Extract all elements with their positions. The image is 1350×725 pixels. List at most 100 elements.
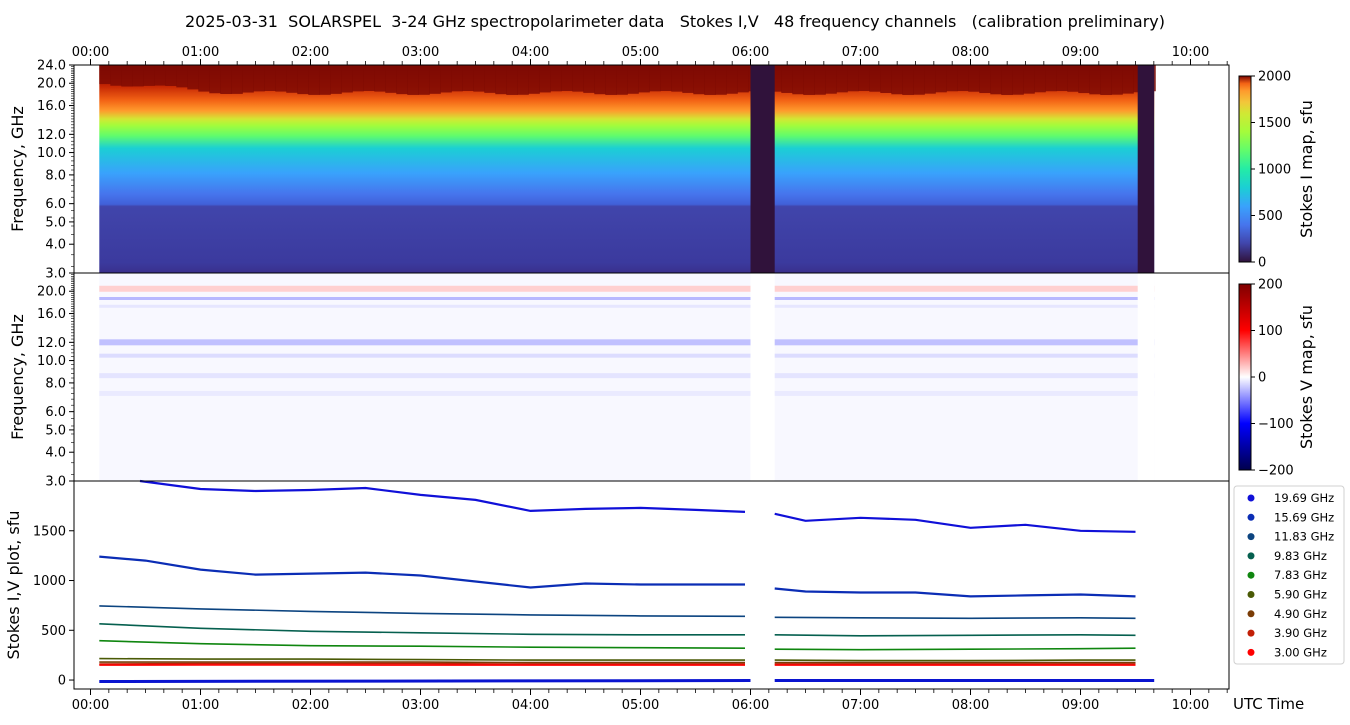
stokes-i-ylabel: Frequency, GHz [8,106,27,232]
stokes-i-hf-strip [913,65,925,95]
stokes-i-hf-strip [319,65,331,95]
stokes-i-hf-strip [726,65,738,94]
legend-marker [1247,629,1255,637]
top-tick-label: 10:00 [1172,45,1209,60]
stokes-i-hf-strip [374,65,386,92]
stokes-i-panel: 24.0 20.0 16.0 12.0 10.0 8.0 6.0 5.0 4.0 3.0 00:0… [8,45,1316,282]
colorbar-tick-label: 0 [1258,371,1266,386]
series-line [99,662,745,665]
stokes-i-hf-strip [154,65,166,86]
legend-label: 9.83 GHz [1274,549,1327,563]
stokes-i-hf-strip [836,65,848,93]
stokes-i-hf-strip [847,65,859,92]
stokes-i-hf-strip [451,65,463,92]
stokes-i-spectrum-band [99,65,1155,273]
stokes-i-hf-strip [935,65,947,93]
stokes-i-hf-strip [627,65,639,94]
stokes-i-hf-strip [682,65,694,93]
stokes-i-hf-strip [121,65,133,87]
series-line [774,647,1136,651]
top-tick-label: 04:00 [512,45,549,60]
y-tick-label: 0 [58,674,66,689]
top-tick-label: 05:00 [622,45,659,60]
y-tick-label: 12.0 [37,128,66,143]
colorbar-tick-label: −200 [1258,464,1294,479]
stokes-i-hf-strip [891,65,903,95]
bottom-tick-label: 02:00 [292,698,329,713]
stokes-iv-series [99,479,1155,684]
stokes-i-hf-strip [737,65,749,93]
stokes-i-hf-strip [1045,65,1057,92]
stokes-i-y-ticks: 24.0 20.0 16.0 12.0 10.0 8.0 6.0 5.0 4.0 3.0 [37,59,74,282]
stokes-i-hf-strip [407,65,419,95]
stokes-i-hf-strip [363,65,375,92]
stokes-i-hf-strip [110,65,122,86]
y-tick-label: 8.0 [45,376,66,391]
stokes-i-hf-strip [209,65,221,94]
stokes-i-hf-strip [1023,65,1035,94]
stokes-i-hf-strip [660,65,672,92]
stokes-i-hf-strip [242,65,254,93]
stokes-i-data-gap [750,65,775,273]
stokes-v-data-gap [750,273,775,481]
stokes-v-band [99,353,1155,358]
series-line [774,587,1136,598]
bottom-tick-label: 07:00 [842,698,879,713]
series-line [774,616,1136,620]
stokes-i-hf-strip [1056,65,1068,92]
y-tick-label: 20.0 [37,77,66,92]
bottom-tick-label: 08:00 [952,698,989,713]
stokes-i-hf-strip [715,65,727,95]
stokes-i-hf-strip [880,65,892,93]
colorbar-tick-label: −100 [1258,417,1294,432]
series-line [774,512,1136,533]
bottom-tick-label: 06:00 [732,698,769,713]
stokes-i-hf-strip [594,65,606,95]
stokes-v-colorbar-ticks: 200 100 0 −100 −200 [1251,278,1294,479]
stokes-i-hf-strip [1122,65,1134,94]
stokes-i-colorbar-label: Stokes I map, sfu [1297,100,1316,238]
stokes-v-heatmap [99,273,1155,481]
figure-title: 2025-03-31 SOLARSPEL 3-24 GHz spectropol… [185,12,1165,31]
stokes-i-hf-strip [902,65,914,95]
legend-marker [1247,494,1255,502]
stokes-i-hf-strip [671,65,683,92]
legend-label: 11.83 GHz [1274,530,1334,544]
stokes-i-hf-strip [297,65,309,95]
y-tick-label: 20.0 [37,285,66,300]
legend-marker [1247,648,1255,656]
y-tick-label: 24.0 [37,59,66,74]
stokes-i-hf-strip [814,65,826,95]
legend-marker [1247,571,1255,579]
stokes-i-hf-strip [792,65,804,95]
stokes-i-hf-strip [528,65,540,94]
colorbar-tick-label: 0 [1258,256,1266,271]
top-tick-label: 02:00 [292,45,329,60]
stokes-i-hf-strip [957,65,969,92]
stokes-i-hf-strip [693,65,705,95]
colorbar-tick-label: 1000 [1258,163,1291,178]
stokes-i-hf-strip [385,65,397,93]
stokes-i-hf-strip [572,65,584,92]
legend-label: 3.00 GHz [1274,645,1327,659]
stokes-v-band [99,304,1155,308]
stokes-i-hf-strip [990,65,1002,95]
stokes-i-hf-strip [517,65,529,95]
top-tick-label: 09:00 [1062,45,1099,60]
stokes-v-band [99,339,1155,346]
stokes-i-hf-strip [605,65,617,95]
y-tick-label: 500 [41,624,66,639]
stokes-v-data-gap [1137,273,1155,481]
stokes-v-baseline [99,679,751,684]
stokes-i-hf-strip [1067,65,1079,92]
stokes-i-hf-strip [418,65,430,95]
stokes-i-hf-strip [539,65,551,93]
stokes-v-colorbar-label: Stokes V map, sfu [1297,305,1316,449]
stokes-i-hf-strip [803,65,815,95]
stokes-i-colorbar-ticks: 2000 1500 1000 500 0 [1251,70,1291,271]
legend-items: 19.69 GHz 15.69 GHz 11.83 GHz 9.83 GHz 7.83 … [1247,491,1334,659]
stokes-i-hf-strip [330,65,342,94]
series-line [99,623,745,636]
stokes-i-hf-strip [1001,65,1013,95]
